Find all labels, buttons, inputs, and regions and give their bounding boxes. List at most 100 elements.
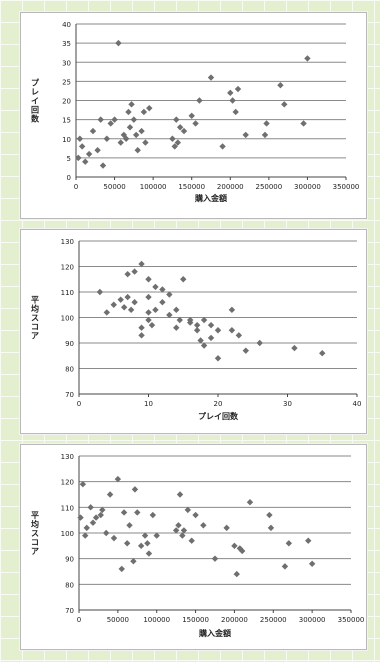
data-point [138,127,145,135]
data-point [83,524,90,532]
data-point [277,82,284,89]
y-tick-label: 5 [67,155,71,163]
data-point [103,529,110,537]
data-point [148,321,156,329]
y-tick-label: 90 [65,556,74,564]
y-tick-label: 80 [65,366,74,374]
data-point [291,344,298,352]
data-point [214,355,222,362]
data-point [159,299,166,306]
data-point [152,306,159,314]
data-point [76,135,84,142]
data-point [285,540,293,547]
data-point [126,124,134,131]
data-point [146,104,153,112]
data-point [180,127,188,135]
x-tick-label: 100000 [143,616,170,624]
data-point [242,131,249,139]
y-tick-label: 40 [62,21,71,29]
x-tick-label: 250000 [260,616,287,624]
data-point [166,311,173,319]
x-tick-label: 300000 [294,183,321,191]
data-point [110,534,118,542]
data-point [106,491,114,498]
x-tick-label: 30 [283,400,292,408]
data-point [200,522,207,529]
data-point [174,139,182,146]
data-point [77,514,84,521]
data-point [232,108,239,116]
data-point [82,158,89,165]
data-point [127,306,135,314]
data-point [85,150,93,158]
data-point [120,304,128,311]
data-point [207,321,215,329]
data-point [126,522,133,529]
data-point [120,509,128,516]
data-point [78,143,86,150]
data-point [187,319,194,326]
data-point [228,306,236,314]
y-tick-label: 0 [67,174,71,182]
data-point [82,532,89,539]
data-point [79,481,87,488]
data-point [124,270,131,278]
x-tick-label: 350000 [333,183,360,191]
data-point [107,120,114,127]
y-tick-label: 80 [65,581,74,589]
chart-panel-2: 70 80 90 100 110 120 130 0 10 20 30 40 プレイ回数 平均スコア [20,229,367,434]
x-tick-label: 50000 [107,616,129,624]
data-point [267,524,275,532]
data-point [138,332,145,339]
data-point [234,85,242,93]
y-tick-label: 25 [62,78,71,86]
data-point [152,283,159,291]
y-tick-label: 110 [61,289,74,297]
y-tick-label: 10 [62,136,71,144]
x-tick-label: 300000 [299,616,326,624]
y-tick-label: 130 [61,453,74,461]
data-point [207,334,215,342]
y-tick-label: 130 [61,238,74,246]
data-point [172,527,180,534]
data-point [211,555,219,562]
data-point [233,570,240,578]
y-tick-label: 15 [62,117,71,125]
data-point [281,563,289,570]
data-point [188,537,195,544]
data-point [97,116,104,123]
chart-panel-3: 70 80 90 100 110 120 130 0 50000 100000 150000 2000… [20,444,367,650]
y-axis-label: 平均スコア [31,296,39,341]
x-tick-label: 0 [77,616,81,624]
data-point [111,116,118,123]
data-point [197,337,204,344]
data-point [173,306,180,314]
data-point [193,321,201,329]
data-point [89,519,97,526]
data-point [169,135,176,142]
y-tick-label: 120 [61,264,74,272]
x-tick-label: 250000 [255,183,282,191]
data-point [227,89,234,97]
x-axis-label: 購入金額 [194,193,227,203]
data-point [176,491,184,498]
data-point [117,296,124,303]
data-point [159,286,166,293]
data-point [75,154,82,162]
data-point [319,350,326,357]
x-tick-label: 40 [353,400,362,408]
data-point [263,120,270,127]
chart-3: 70 80 90 100 110 120 130 0 50000 100000 150000 2000… [31,453,364,638]
data-point [193,327,201,334]
data-point [125,108,132,116]
data-point [115,39,122,47]
data-point [171,143,178,150]
data-point [261,131,269,139]
data-point [123,540,131,547]
data-point [300,120,307,127]
y-tick-label: 70 [65,391,74,399]
data-point [304,55,311,62]
data-point [114,475,122,483]
data-point [229,97,236,104]
data-point [145,276,152,283]
